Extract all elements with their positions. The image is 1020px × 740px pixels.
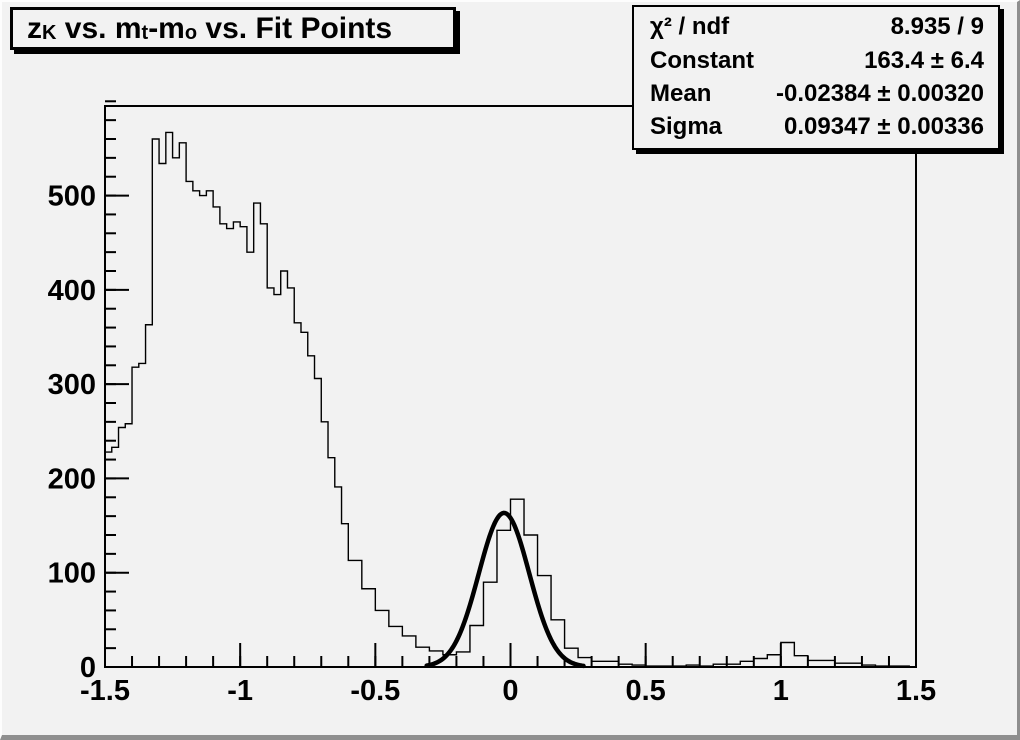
y-axis-tick-label: 200 bbox=[48, 463, 96, 495]
y-axis-tick-label: 300 bbox=[48, 369, 96, 401]
stats-label: Sigma bbox=[650, 113, 723, 141]
y-axis-tick-label: 0 bbox=[80, 652, 96, 684]
y-axis-tick-label: 100 bbox=[48, 558, 96, 590]
y-axis-tick-label: 400 bbox=[48, 275, 96, 307]
x-axis-tick-label: 0 bbox=[502, 675, 518, 707]
plot-title-segment: z bbox=[27, 11, 42, 45]
plot-title-segment: vs. Fit Points bbox=[197, 11, 393, 45]
plot-title-segment: -m bbox=[148, 11, 185, 45]
plot-title-segment: vs. m bbox=[56, 11, 142, 45]
y-axis-tick-label: 500 bbox=[48, 181, 96, 213]
x-axis-tick-label: -0.5 bbox=[350, 675, 400, 707]
stats-value: -0.02384 ± 0.00320 bbox=[775, 79, 984, 107]
stats-value: 8.935 / 9 bbox=[890, 13, 984, 41]
plot-frame bbox=[104, 105, 917, 668]
stats-label: χ² / ndf bbox=[650, 13, 730, 41]
x-axis-tick-label: 1.5 bbox=[896, 675, 936, 707]
x-axis-tick-label: 0.5 bbox=[626, 675, 666, 707]
stats-value: 0.09347 ± 0.00336 bbox=[783, 113, 984, 141]
stats-row: χ² / ndf 8.935 / 9 bbox=[634, 13, 998, 41]
x-axis-tick-label: -1.5 bbox=[80, 675, 130, 707]
stats-value: 163.4 ± 6.4 bbox=[864, 46, 984, 74]
x-axis-tick-label: 1 bbox=[773, 675, 789, 707]
stats-row: Mean -0.02384 ± 0.00320 bbox=[634, 79, 998, 107]
gaussian-fit-curve bbox=[424, 510, 586, 669]
stats-box: χ² / ndf 8.935 / 9 Constant 163.4 ± 6.4 Mean… bbox=[632, 5, 1000, 150]
stats-label: Constant bbox=[650, 46, 754, 74]
stats-row: Constant 163.4 ± 6.4 bbox=[634, 46, 998, 74]
stats-row: Sigma 0.09347 ± 0.00336 bbox=[634, 113, 998, 141]
histogram-step-line bbox=[104, 131, 916, 668]
x-axis-tick-label: -1 bbox=[227, 675, 253, 707]
stats-label: Mean bbox=[650, 79, 712, 107]
